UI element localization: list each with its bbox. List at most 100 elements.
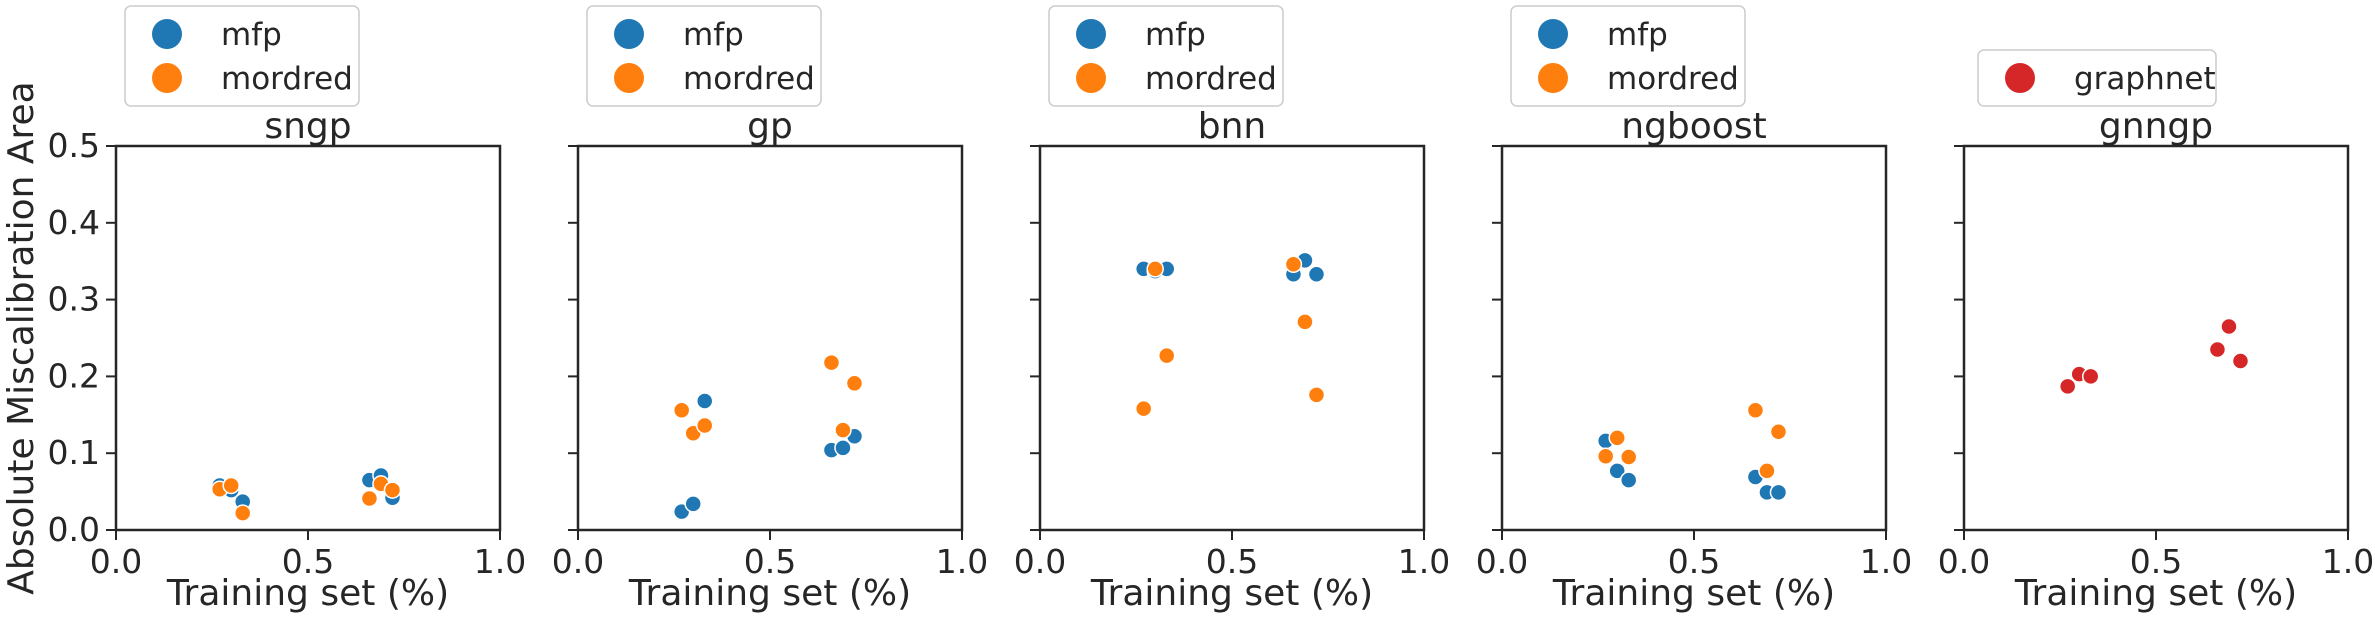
- data-point: [695, 416, 714, 435]
- series-mfp: [672, 392, 864, 521]
- legend-marker: [1538, 63, 1568, 93]
- y-tick-label: 0.0: [48, 510, 100, 549]
- data-point: [672, 401, 691, 419]
- data-point: [1619, 471, 1638, 489]
- x-tick-label: 0.5: [282, 542, 334, 581]
- data-point: [1608, 462, 1626, 480]
- data-point: [1619, 448, 1638, 466]
- data-point: [822, 353, 841, 372]
- legend-frame: [1977, 49, 2217, 107]
- data-point: [233, 504, 252, 522]
- data-point: [1769, 483, 1788, 502]
- legend-marker: [152, 63, 182, 93]
- legend-marker: [1538, 19, 1568, 49]
- x-axis-label: Training set (%): [628, 573, 911, 614]
- legend-label: mordred: [221, 61, 353, 97]
- legend: mfp mordred: [124, 5, 360, 107]
- legend-label: mfp: [1145, 17, 1206, 53]
- legend-label: mfp: [683, 17, 744, 53]
- series-mordred: [1134, 255, 1326, 418]
- x-tick-label: 0.5: [1668, 542, 1720, 581]
- legend-label: mordred: [1145, 61, 1277, 97]
- legend: graphnet: [1977, 49, 2217, 107]
- panel-title: sngp: [264, 106, 351, 147]
- x-tick-label: 1.0: [936, 542, 988, 581]
- series-graphnet: [2058, 317, 2250, 396]
- y-tick-label: 0.4: [48, 203, 100, 242]
- data-point: [1296, 313, 1314, 331]
- y-tick-label: 0.5: [48, 126, 100, 165]
- data-point: [1596, 447, 1615, 466]
- y-axis-label: Absolute Miscalibration Area: [1, 81, 42, 594]
- data-point: [2081, 367, 2100, 386]
- data-point: [2058, 377, 2077, 396]
- legend-frame: [1048, 5, 1284, 107]
- panel-title: ngboost: [1621, 106, 1766, 147]
- x-axis-label: Training set (%): [1090, 573, 1373, 614]
- data-point: [834, 421, 852, 439]
- data-point: [1769, 422, 1788, 441]
- panel-gnngp: 0.0 0.5 1.0 Training set (%) gnngp graphnet: [1938, 49, 2374, 614]
- panel-title: gnngp: [2099, 106, 2213, 147]
- data-point: [2220, 317, 2238, 336]
- data-point: [222, 476, 240, 495]
- series-mordred: [210, 475, 402, 522]
- x-tick-label: 0.0: [552, 542, 604, 581]
- legend-marker: [1076, 63, 1106, 93]
- series-mfp: [1596, 432, 1788, 502]
- x-tick-label: 0.0: [1938, 542, 1990, 581]
- data-point: [2231, 352, 2250, 370]
- x-tick-label: 0.5: [744, 542, 796, 581]
- x-tick-label: 0.5: [1206, 542, 1258, 581]
- axes-frame: [1962, 144, 2350, 532]
- legend-marker: [152, 19, 182, 49]
- data-point: [684, 495, 702, 513]
- y-tick-label: 0.1: [48, 433, 100, 472]
- data-point: [834, 439, 852, 457]
- legend-label: mfp: [1607, 17, 1668, 53]
- panel-title: gp: [747, 106, 793, 147]
- legend-label: mordred: [1607, 61, 1739, 97]
- legend-label: mordred: [683, 61, 815, 97]
- y-tick-label: 0.2: [48, 356, 100, 395]
- axes-frame: [114, 144, 502, 532]
- legend-label: graphnet: [2074, 61, 2216, 97]
- x-tick-label: 0.0: [1014, 542, 1066, 581]
- legend: mfp mordred: [586, 5, 822, 107]
- x-tick-label: 1.0: [1398, 542, 1450, 581]
- data-point: [1284, 255, 1303, 274]
- panel-ngboost: 0.0 0.5 1.0 Training set (%) ngboost mfp mordr…: [1476, 5, 1912, 614]
- legend-marker: [614, 63, 644, 93]
- axes-frame: [576, 144, 964, 532]
- x-tick-label: 0.0: [90, 542, 142, 581]
- data-point: [1307, 386, 1326, 404]
- legend: mfp mordred: [1510, 5, 1746, 107]
- x-axis-label: Training set (%): [2014, 573, 2297, 614]
- axes-frame: [1038, 144, 1426, 532]
- data-point: [1307, 265, 1326, 284]
- data-point: [1146, 260, 1164, 278]
- y-tick-label: 0.3: [48, 280, 100, 319]
- legend-frame: [124, 5, 360, 107]
- series-mordred: [1596, 401, 1788, 480]
- legend-frame: [586, 5, 822, 107]
- legend-marker: [1076, 19, 1106, 49]
- data-point: [845, 374, 864, 393]
- data-point: [1134, 399, 1153, 418]
- x-tick-label: 0.0: [1476, 542, 1528, 581]
- series-mordred: [672, 353, 864, 442]
- legend-marker: [614, 19, 644, 49]
- x-axis-label: Training set (%): [166, 573, 449, 614]
- data-point: [1758, 462, 1776, 480]
- data-point: [695, 392, 714, 410]
- axes-frame: [1500, 144, 1888, 532]
- data-point: [2208, 340, 2227, 359]
- x-axis-label: Training set (%): [1552, 573, 1835, 614]
- x-tick-label: 0.5: [2130, 542, 2182, 581]
- legend: mfp mordred: [1048, 5, 1284, 107]
- legend-frame: [1510, 5, 1746, 107]
- x-tick-label: 1.0: [1860, 542, 1912, 581]
- x-tick-label: 1.0: [2322, 542, 2374, 581]
- legend-label: mfp: [221, 17, 282, 53]
